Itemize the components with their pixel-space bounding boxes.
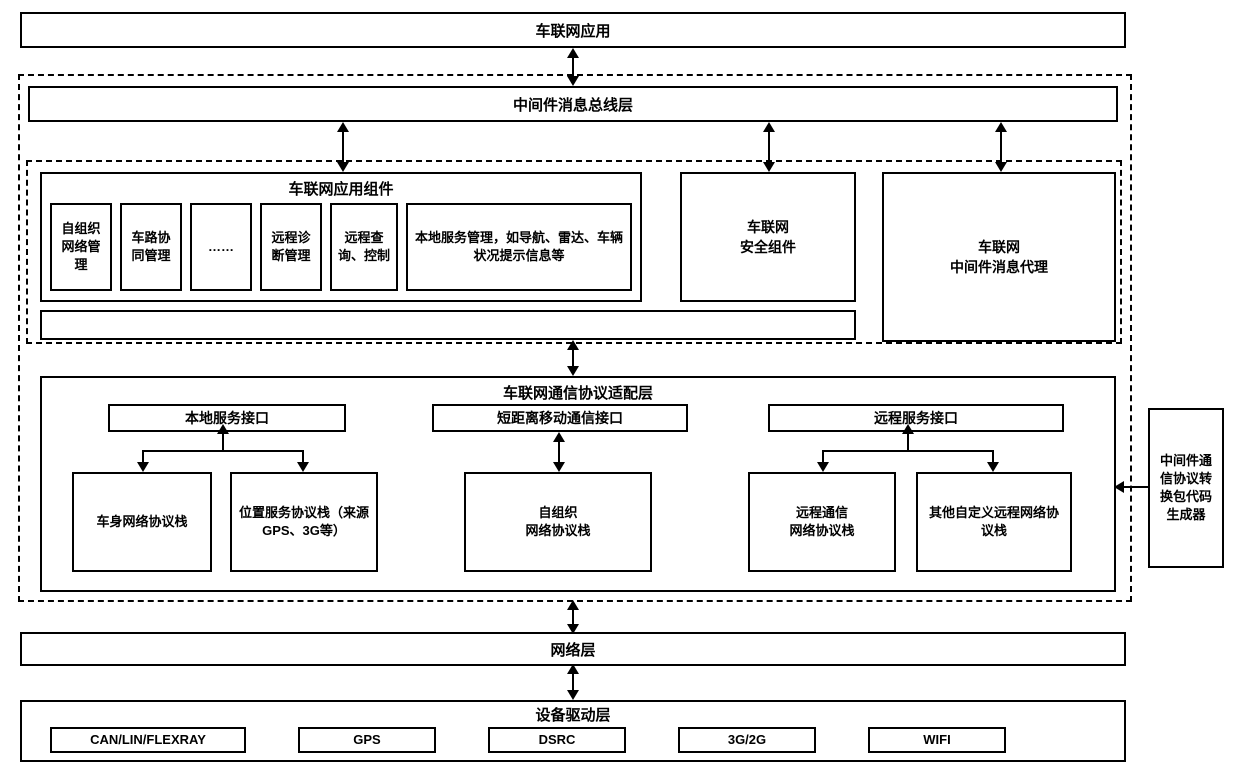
blank-bar: [40, 310, 856, 340]
arrow-adapter-network: [572, 608, 574, 626]
layer-msg-bus: 中间件消息总线层: [28, 86, 1118, 122]
custom-stack: 其他自定义远程网络协议栈: [916, 472, 1072, 572]
pos-stack: 位置服务协议栈（来源GPS、3G等）: [230, 472, 378, 572]
arrow-network-driver: [572, 672, 574, 692]
drv-dsrc: DSRC: [488, 727, 626, 753]
app-components-container: 车联网应用组件 自组织网络管理 车路协同管理 …… 远程诊断管理 远程查询、控制…: [40, 172, 642, 302]
layer-top-app: 车联网应用: [20, 12, 1126, 48]
layer-network: 网络层: [20, 632, 1126, 666]
adhoc-stack: 自组织 网络协议栈: [464, 472, 652, 572]
drv-gps: GPS: [298, 727, 436, 753]
comp-adhoc-mgmt: 自组织网络管理: [50, 203, 112, 291]
driver-title: 设备驱动层: [22, 702, 1124, 727]
comp-local-service: 本地服务管理，如导航、雷达、车辆状况提示信息等: [406, 203, 632, 291]
security-component: 车联网 安全组件: [680, 172, 856, 302]
body-stack: 车身网络协议栈: [72, 472, 212, 572]
protocol-adapter-title: 车联网通信协议适配层: [42, 378, 1114, 407]
drv-3g2g: 3G/2G: [678, 727, 816, 753]
app-components-title: 车联网应用组件: [42, 174, 640, 203]
layer-driver: 设备驱动层 CAN/LIN/FLEXRAY GPS DSRC 3G/2G WIF…: [20, 700, 1126, 762]
drv-can: CAN/LIN/FLEXRAY: [50, 727, 246, 753]
connector-remote: [822, 450, 994, 452]
comp-ellipsis: ……: [190, 203, 252, 291]
arrow-blank-adapter: [572, 348, 574, 368]
remote-stack: 远程通信 网络协议栈: [748, 472, 896, 572]
msg-proxy: 车联网 中间件消息代理: [882, 172, 1116, 342]
comp-v2r-mgmt: 车路协同管理: [120, 203, 182, 291]
arrow-msgbus-appcomp: [342, 130, 344, 164]
arrow-msgbus-security: [768, 130, 770, 164]
codegen-box: 中间件通信协议转换包代码生成器: [1148, 408, 1224, 568]
arrow-msgbus-proxy: [1000, 130, 1002, 164]
remote-if: 远程服务接口: [768, 404, 1064, 432]
comp-remote-query: 远程查询、控制: [330, 203, 398, 291]
arrow-short-adhoc: [558, 440, 560, 464]
arrow-codegen-adapter: [1124, 486, 1148, 488]
connector-local: [142, 450, 304, 452]
drv-wifi: WIFI: [868, 727, 1006, 753]
short-if: 短距离移动通信接口: [432, 404, 688, 432]
comp-remote-diag: 远程诊断管理: [260, 203, 322, 291]
